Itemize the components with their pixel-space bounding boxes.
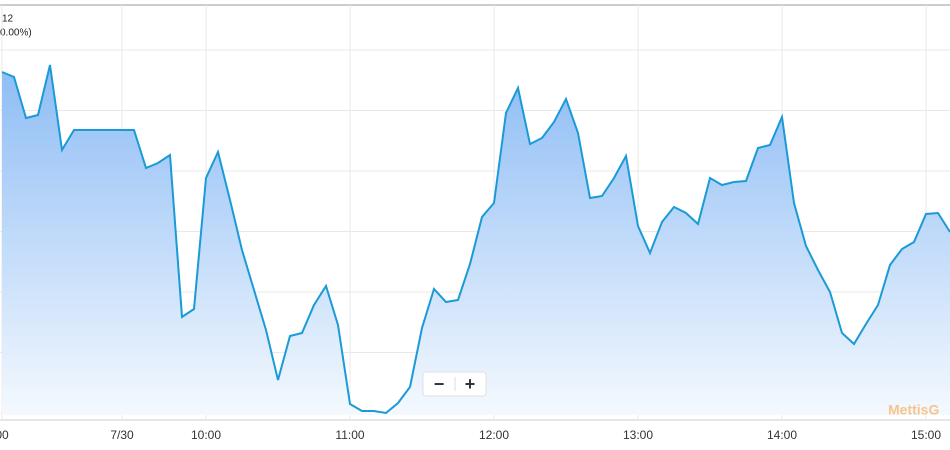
zoom-in[interactable]: + (465, 374, 476, 394)
x-tick-label: 12:00 (479, 428, 509, 442)
watermark: MettisG (888, 402, 939, 418)
x-tick-label: 11:00 (335, 428, 364, 442)
x-tick-label: 7/30 (110, 428, 134, 442)
area-fill (2, 65, 950, 415)
x-tick-label: 10:00 (191, 428, 221, 442)
price-line (1, 64, 950, 415)
x-tick-label: 00 (0, 428, 9, 442)
change-label: 0.00%) (0, 28, 32, 39)
x-tick-label: 15:00 (911, 428, 941, 442)
x-tick-label: 14:00 (767, 428, 797, 442)
zoom-out[interactable]: − (434, 374, 445, 394)
price-label: 12 (2, 14, 14, 25)
x-tick-label: 13:00 (623, 428, 653, 442)
